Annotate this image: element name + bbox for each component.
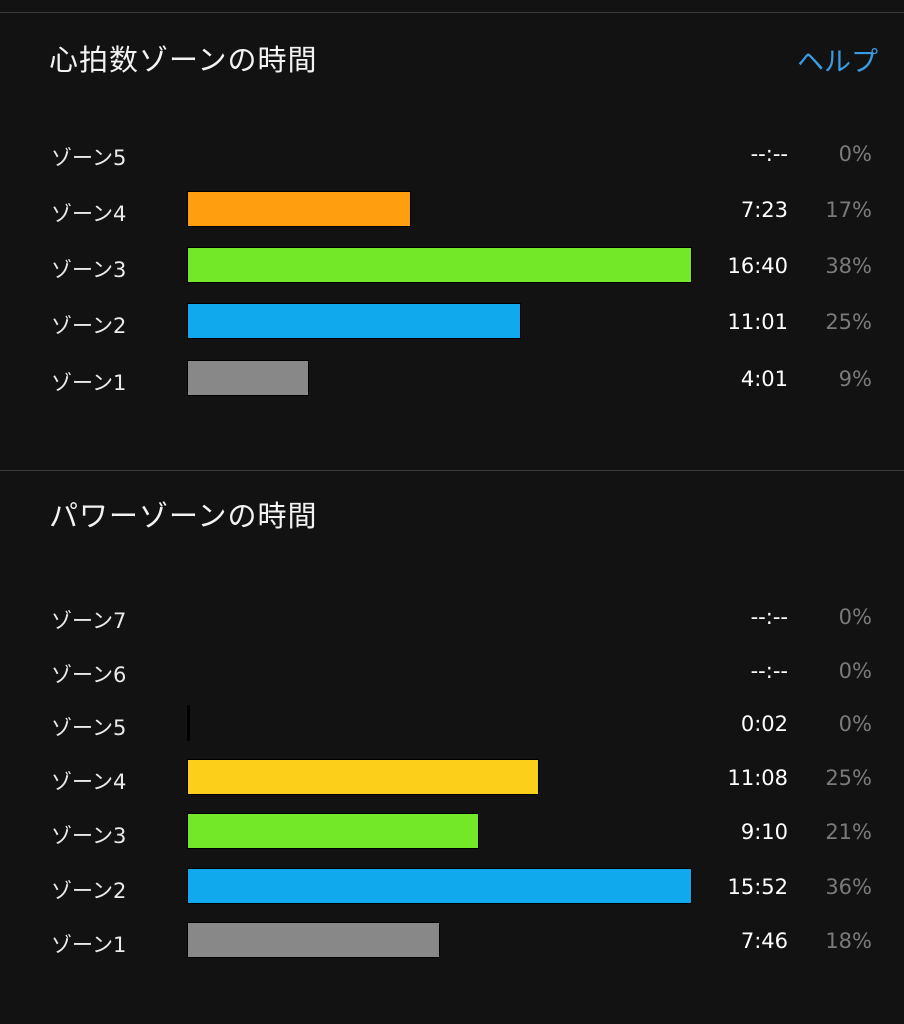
zone-bar-track bbox=[187, 651, 692, 691]
zone-time: 0:02 bbox=[740, 712, 788, 736]
zone-percent: 17% bbox=[825, 198, 872, 222]
power-zone-row: ゾーン7 --:-- 0% bbox=[0, 597, 904, 637]
zone-bar-track bbox=[187, 134, 692, 174]
zone-bar-track bbox=[187, 359, 692, 399]
power-zone-row: ゾーン5 0:02 0% bbox=[0, 704, 904, 744]
zone-bar bbox=[187, 360, 309, 396]
zone-time: 7:46 bbox=[740, 929, 788, 953]
zone-label: ゾーン4 bbox=[51, 770, 127, 794]
hr-zone-row: ゾーン5 --:-- 0% bbox=[0, 134, 904, 174]
power-zones-title: パワーゾーンの時間 bbox=[49, 499, 318, 533]
zone-label: ゾーン2 bbox=[51, 879, 127, 903]
zone-time: 11:08 bbox=[727, 766, 788, 790]
zone-bar bbox=[187, 759, 539, 795]
zone-percent: 9% bbox=[838, 367, 872, 391]
zone-percent: 18% bbox=[825, 929, 872, 953]
power-zone-row: ゾーン6 --:-- 0% bbox=[0, 651, 904, 691]
zone-bar-track bbox=[187, 758, 692, 798]
zone-label: ゾーン1 bbox=[51, 933, 127, 957]
power-zones-section: パワーゾーンの時間 ゾーン7 --:-- 0% ゾーン6 --:-- 0% ゾー… bbox=[0, 471, 904, 1024]
zone-label: ゾーン2 bbox=[51, 314, 127, 338]
zone-bar-track bbox=[187, 190, 692, 230]
heart-rate-zones-section: 心拍数ゾーンの時間 ヘルプ ゾーン5 --:-- 0% ゾーン4 7:23 17… bbox=[0, 0, 904, 470]
zone-time: 15:52 bbox=[727, 875, 788, 899]
zone-percent: 38% bbox=[825, 254, 872, 278]
zone-label: ゾーン3 bbox=[51, 824, 127, 848]
zone-label: ゾーン5 bbox=[51, 146, 127, 170]
hr-zone-row: ゾーン1 4:01 9% bbox=[0, 359, 904, 399]
zone-bar bbox=[187, 868, 692, 904]
zone-bar-track bbox=[187, 812, 692, 852]
hr-zone-row: ゾーン4 7:23 17% bbox=[0, 190, 904, 230]
section-divider bbox=[0, 470, 904, 471]
zone-percent: 0% bbox=[838, 659, 872, 683]
heart-rate-zones-title: 心拍数ゾーンの時間 bbox=[49, 43, 318, 77]
zone-percent: 0% bbox=[838, 142, 872, 166]
top-divider bbox=[0, 12, 904, 13]
zone-bar-track bbox=[187, 704, 692, 744]
zone-bar-track bbox=[187, 302, 692, 342]
zone-time: --:-- bbox=[750, 605, 788, 629]
zone-time: --:-- bbox=[750, 142, 788, 166]
zone-bar bbox=[187, 813, 479, 849]
zone-bar-track bbox=[187, 867, 692, 907]
power-zone-row: ゾーン4 11:08 25% bbox=[0, 758, 904, 798]
zone-percent: 25% bbox=[825, 766, 872, 790]
zone-label: ゾーン1 bbox=[51, 371, 127, 395]
zone-time: 9:10 bbox=[740, 820, 788, 844]
zone-bar-track bbox=[187, 921, 692, 961]
zone-bar-track bbox=[187, 246, 692, 286]
zone-bar bbox=[187, 922, 440, 958]
zone-bar bbox=[187, 303, 521, 339]
power-zone-row: ゾーン1 7:46 18% bbox=[0, 921, 904, 961]
hr-zone-row: ゾーン3 16:40 38% bbox=[0, 246, 904, 286]
zone-bar bbox=[187, 705, 190, 741]
zone-time: 16:40 bbox=[727, 254, 788, 278]
zone-percent: 0% bbox=[838, 712, 872, 736]
power-zone-row: ゾーン2 15:52 36% bbox=[0, 867, 904, 907]
zone-time: --:-- bbox=[750, 659, 788, 683]
zone-label: ゾーン7 bbox=[51, 609, 127, 633]
zone-label: ゾーン5 bbox=[51, 716, 127, 740]
zone-percent: 0% bbox=[838, 605, 872, 629]
zone-time: 7:23 bbox=[740, 198, 788, 222]
zone-time: 4:01 bbox=[740, 367, 788, 391]
zone-label: ゾーン6 bbox=[51, 663, 127, 687]
zone-label: ゾーン3 bbox=[51, 258, 127, 282]
zone-time: 11:01 bbox=[727, 310, 788, 334]
power-zone-row: ゾーン3 9:10 21% bbox=[0, 812, 904, 852]
zone-bar bbox=[187, 191, 411, 227]
zone-bar-track bbox=[187, 597, 692, 637]
zone-bar bbox=[187, 247, 692, 283]
zone-percent: 25% bbox=[825, 310, 872, 334]
hr-zone-row: ゾーン2 11:01 25% bbox=[0, 302, 904, 342]
zone-percent: 36% bbox=[825, 875, 872, 899]
zone-percent: 21% bbox=[825, 820, 872, 844]
zone-label: ゾーン4 bbox=[51, 202, 127, 226]
help-link[interactable]: ヘルプ bbox=[797, 47, 878, 78]
